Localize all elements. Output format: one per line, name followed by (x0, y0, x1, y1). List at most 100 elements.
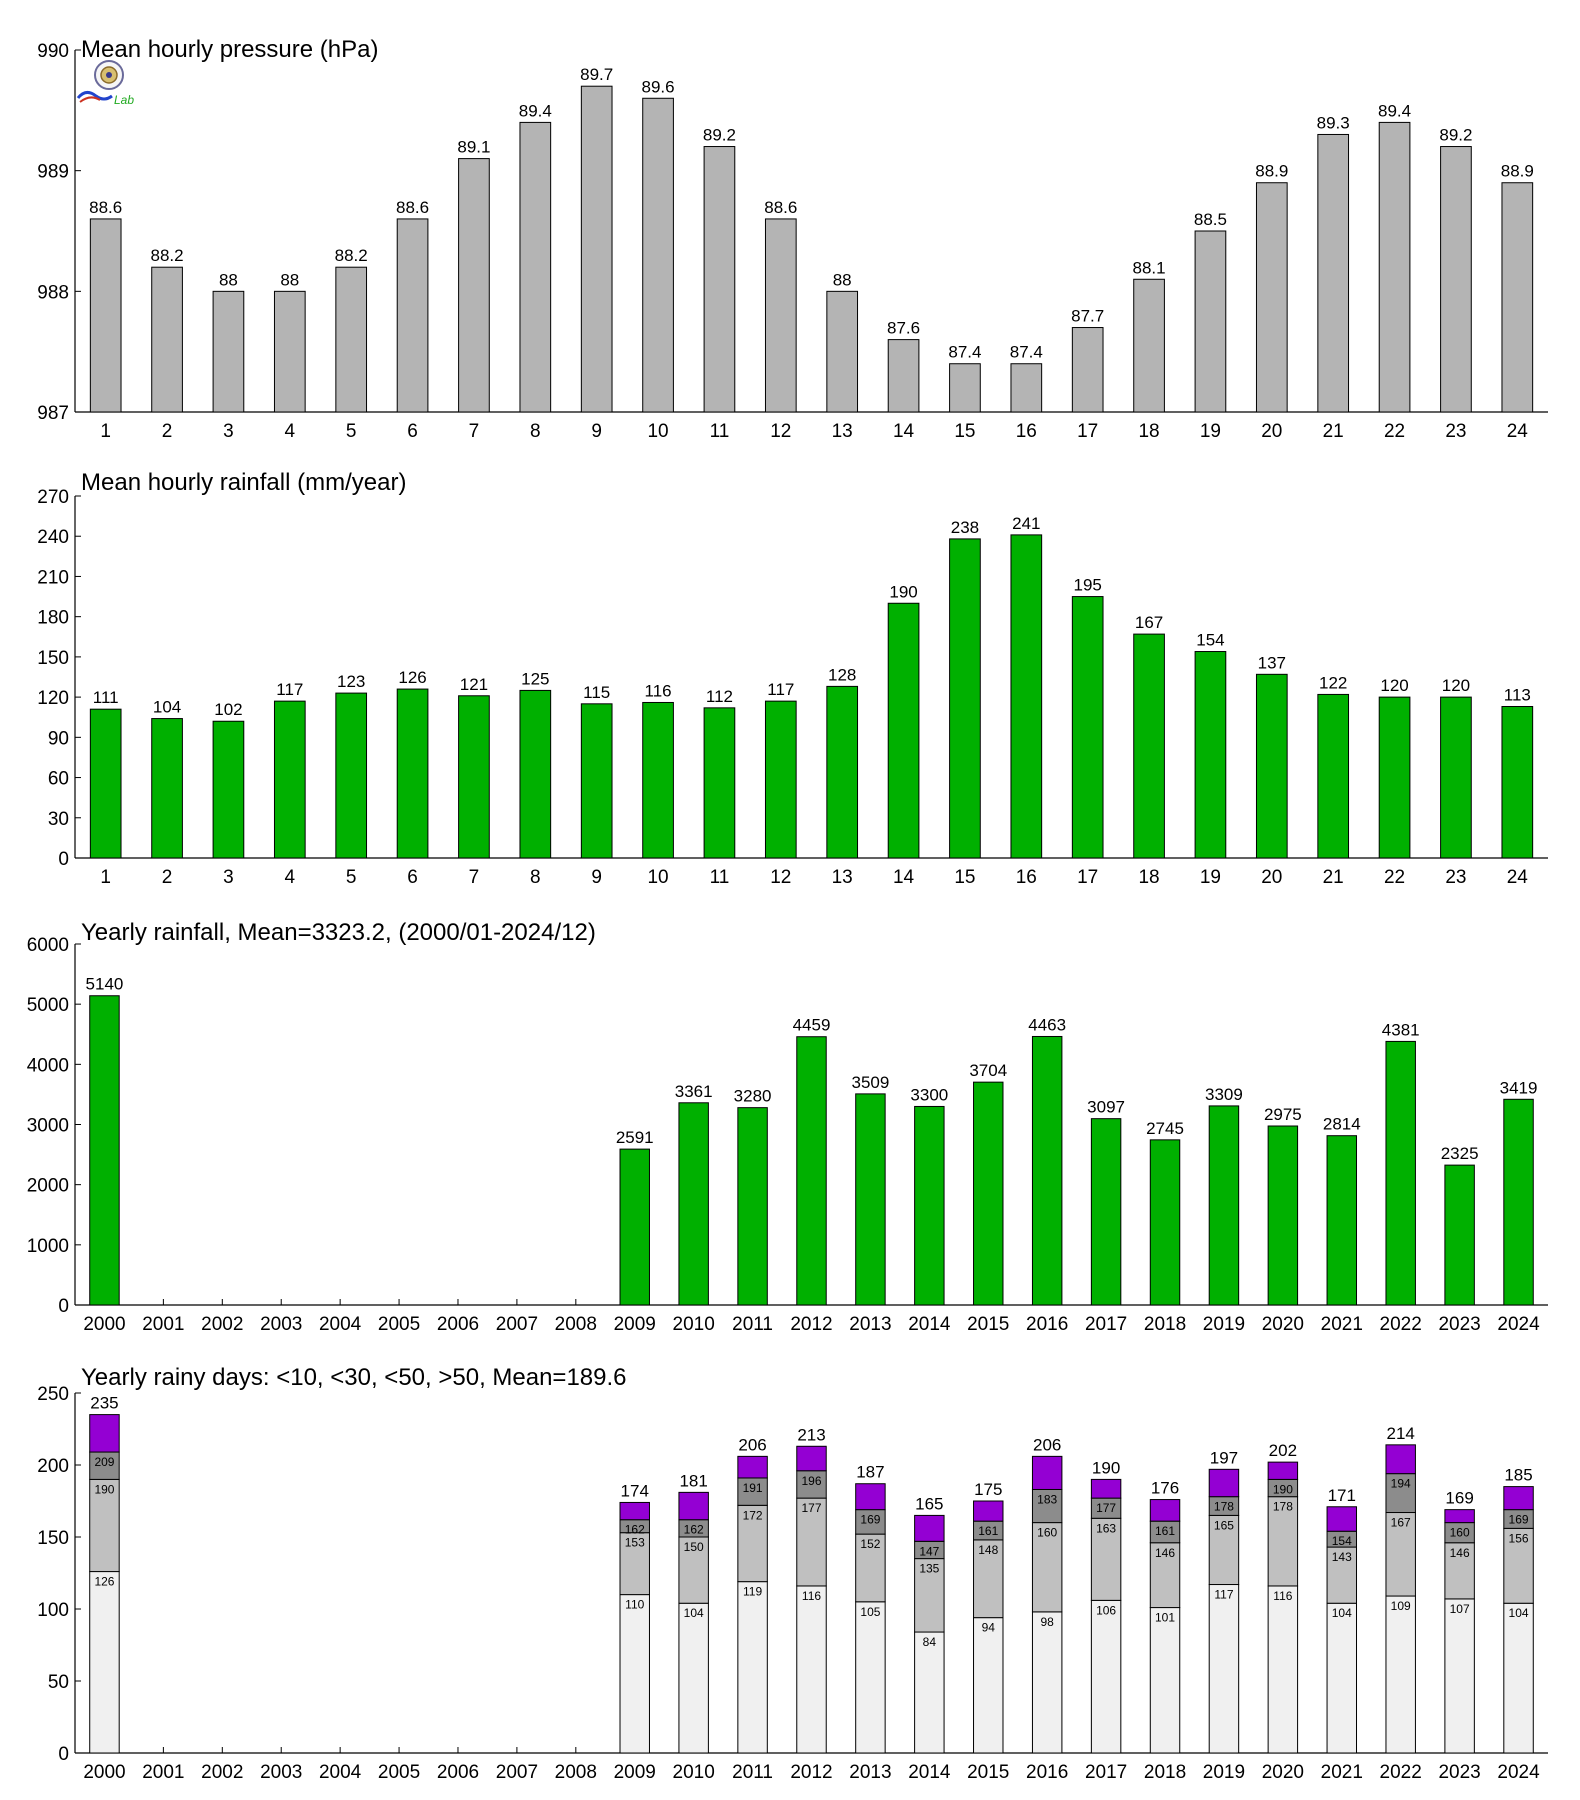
bar-value-label: 4463 (1028, 1015, 1066, 1034)
bar-value-label: 87.4 (948, 343, 981, 362)
bar-value-label: 89.7 (580, 65, 613, 84)
bar-total-label: 206 (738, 1435, 766, 1454)
segment-label: 106 (1096, 1603, 1116, 1617)
bar-value-label: 112 (706, 687, 733, 706)
bar (1133, 278, 1165, 413)
segment-gt50 (1267, 1461, 1299, 1480)
bar-total-label: 169 (1445, 1489, 1473, 1508)
y-tick-label: 0 (58, 849, 69, 870)
segment-label: 146 (1450, 1546, 1470, 1560)
segment-label: 169 (1509, 1513, 1529, 1527)
y-tick-label: 0 (58, 1744, 69, 1765)
x-tick-label: 2019 (1203, 1762, 1245, 1783)
x-tick-label: 5 (346, 867, 357, 888)
bar (1501, 705, 1534, 859)
x-tick-label: 2010 (673, 1314, 715, 1335)
x-tick-label: 3 (223, 867, 234, 888)
segment-lt10 (1444, 1598, 1475, 1754)
bar-value-label: 121 (460, 675, 488, 694)
segment-lt30 (973, 1539, 1004, 1619)
bar (1090, 1118, 1122, 1306)
x-tick-label: 12 (770, 867, 791, 888)
x-tick-label: 2008 (555, 1762, 597, 1783)
x-tick-label: 2003 (260, 1762, 302, 1783)
segment-label: 160 (1037, 1526, 1057, 1540)
bar (887, 602, 920, 859)
x-tick-label: 2017 (1085, 1314, 1127, 1335)
bar-value-label: 3361 (675, 1082, 713, 1101)
x-tick-label: 9 (591, 867, 602, 888)
x-tick-label: 2021 (1321, 1314, 1363, 1335)
segment-lt10 (737, 1581, 768, 1754)
bar (703, 707, 736, 859)
segment-label: 101 (1155, 1611, 1175, 1625)
bar-total-label: 235 (90, 1394, 118, 1413)
bar-value-label: 117 (767, 680, 794, 699)
segment-lt10 (973, 1617, 1004, 1754)
x-tick-label: 2010 (673, 1762, 715, 1783)
y-tick-label: 30 (48, 809, 69, 830)
bar-value-label: 88.2 (151, 246, 184, 265)
x-tick-label: 11 (710, 867, 730, 888)
bar (1255, 673, 1288, 859)
x-tick-label: 2001 (142, 1762, 184, 1783)
segment-label: 160 (1450, 1526, 1470, 1540)
bar-value-label: 2325 (1441, 1144, 1479, 1163)
bar (89, 708, 122, 859)
bar-value-label: 4459 (793, 1016, 831, 1035)
bar (212, 290, 245, 413)
segment-label: 194 (1391, 1477, 1411, 1491)
chart-pressure: Mean hourly pressure (hPa) 9879889899901… (37, 36, 1548, 442)
chart-title-pressure: Mean hourly pressure (hPa) (81, 36, 378, 63)
bar (1385, 1040, 1416, 1306)
x-tick-label: 10 (647, 867, 668, 888)
segment-label: 190 (94, 1482, 114, 1496)
x-tick-label: 2002 (201, 1762, 243, 1783)
x-tick-label: 2007 (496, 1762, 538, 1783)
segment-gt50 (737, 1455, 768, 1479)
x-tick-label: 11 (710, 421, 730, 442)
segment-label: 105 (860, 1605, 880, 1619)
segment-lt30 (1267, 1496, 1299, 1587)
x-tick-label: 20 (1261, 867, 1282, 888)
segment-label: 169 (860, 1513, 880, 1527)
x-tick-label: 17 (1077, 867, 1098, 888)
segment-lt10 (796, 1585, 827, 1754)
y-tick-label: 1000 (27, 1236, 69, 1257)
bar-value-label: 3309 (1205, 1085, 1243, 1104)
y-tick-label: 100 (37, 1600, 69, 1621)
bar (764, 218, 797, 413)
segment-lt10 (1149, 1607, 1181, 1754)
segment-lt10 (1031, 1611, 1063, 1754)
bar-total-label: 175 (974, 1480, 1002, 1499)
chart-title-rainy-days: Yearly rainy days: <10, <30, <50, >50, M… (81, 1364, 627, 1391)
chart-title-yearly-rainfall: Yearly rainfall, Mean=3323.2, (2000/01-2… (81, 919, 596, 946)
segment-lt10 (1503, 1602, 1534, 1754)
y-tick-label: 150 (37, 648, 69, 669)
x-tick-label: 5 (346, 421, 357, 442)
bar-value-label: 3097 (1087, 1098, 1125, 1117)
bar-value-label: 87.4 (1010, 343, 1043, 362)
bar (764, 700, 797, 859)
x-tick-label: 2 (162, 867, 173, 888)
x-tick-label: 8 (530, 867, 541, 888)
x-tick-label: 14 (893, 867, 915, 888)
bar-value-label: 88.9 (1501, 162, 1534, 181)
segment-lt30 (1090, 1517, 1122, 1601)
bar (1317, 693, 1350, 859)
bar-value-label: 88.9 (1255, 162, 1288, 181)
x-tick-label: 2003 (260, 1314, 302, 1335)
bar-value-label: 3509 (852, 1073, 890, 1092)
bar (678, 1102, 709, 1306)
segment-lt10 (619, 1594, 650, 1754)
bar (796, 1036, 827, 1306)
y-tick-label: 987 (37, 403, 69, 424)
bar-value-label: 117 (276, 680, 303, 699)
bar (458, 158, 490, 413)
bar-value-label: 126 (398, 668, 426, 687)
x-tick-label: 2013 (849, 1314, 891, 1335)
x-tick-label: 2011 (732, 1762, 773, 1783)
x-tick-label: 2004 (319, 1762, 362, 1783)
bar (949, 538, 981, 859)
